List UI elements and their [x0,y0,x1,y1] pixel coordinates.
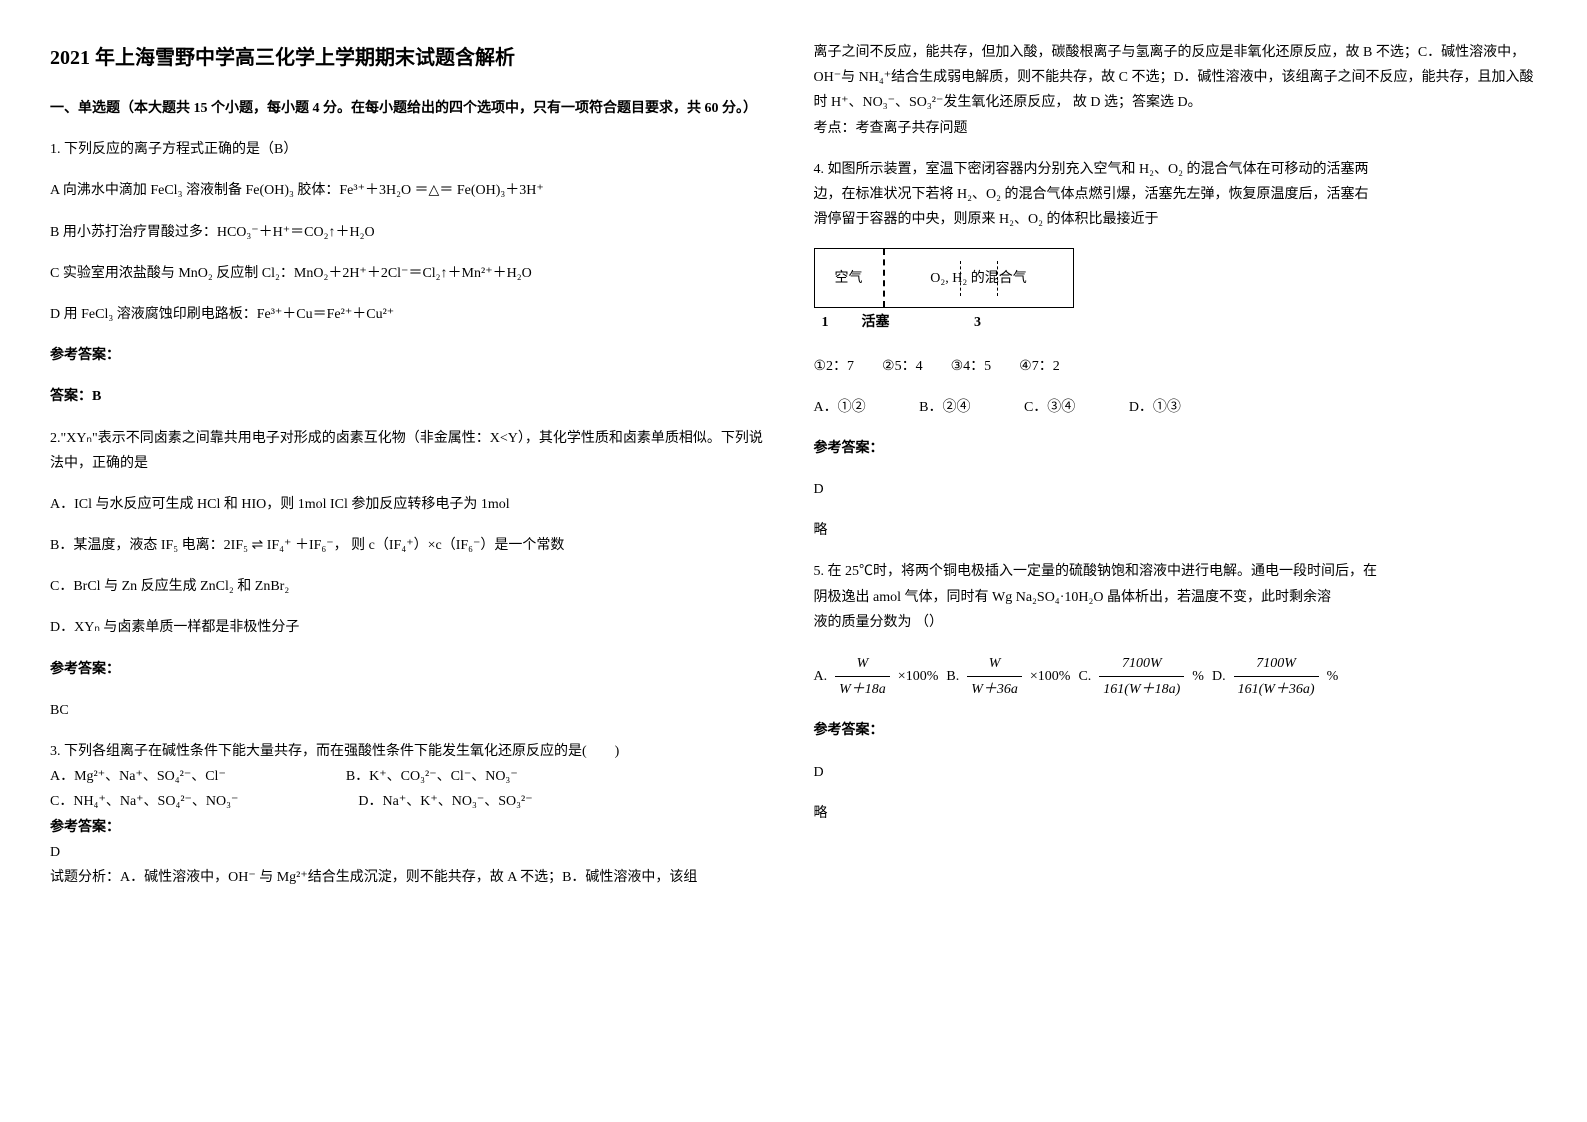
q1-answer: 答案：B [50,384,774,409]
fracC-den: 161(W＋18a) [1099,677,1184,702]
left-column: 2021 年上海雪野中学高三化学上学期期末试题含解析 一、单选题（本大题共 15… [50,40,774,1082]
fracD-num: 7100W [1234,651,1319,677]
page-title: 2021 年上海雪野中学高三化学上学期期末试题含解析 [50,40,774,76]
q3-row2: C．NH₄⁺、Na⁺、SO₄²⁻、NO₃⁻ D．Na⁺、K⁺、NO₃⁻、SO₃²… [50,789,774,814]
diagram-left-cell: 空气 [815,249,885,307]
fracB: W W＋36a [967,651,1022,702]
q4-num-opts: ①2：7 ②5：4 ③4：5 ④7：2 [814,354,1538,379]
q4-stem2: 边，在标准状况下若将 H₂、O₂ 的混合气体点燃引爆，活塞先左弹，恢复原温度后，… [814,182,1538,207]
q5-answer-label: 参考答案： [814,718,1538,743]
q3-analysis-cont: 离子之间不反应，能共存，但加入酸，碳酸根离子与氢离子的反应是非氧化还原反应，故 … [814,40,1538,116]
q5-labelA: A. [814,664,828,689]
fracB-num: W [967,651,1022,677]
q2-optB: B．某温度，液态 IF₅ 电离：2IF₅ ⇌ IF₄⁺ ＋IF₆⁻， 则 c（I… [50,533,774,558]
q5-stem3: 液的质量分数为 （） [814,610,1538,635]
q3-row1: A．Mg²⁺、Na⁺、SO₄²⁻、Cl⁻ B．K⁺、CO₃²⁻、Cl⁻、NO₃⁻ [50,764,774,789]
fracA-num: W [835,651,890,677]
diagram-label-3: 3 [890,310,1066,335]
q3-optD: D．Na⁺、K⁺、NO₃⁻、SO₃²⁻ [358,789,532,814]
dash-line-1 [960,261,961,296]
suffixC: % [1192,664,1204,689]
q1-optD: D 用 FeCl₃ 溶液腐蚀印刷电路板：Fe³⁺＋Cu＝Fe²⁺＋Cu²⁺ [50,302,774,327]
diagram-right-label: O₂, H₂ 的混合气 [930,266,1026,291]
section-header: 一、单选题（本大题共 15 个小题，每小题 4 分。在每小题给出的四个选项中，只… [50,96,774,121]
suffixA: ×100% [898,664,939,689]
q1-optA: A 向沸水中滴加 FeCl₃ 溶液制备 Fe(OH)₃ 胶体：Fe³⁺＋3H₂O… [50,178,774,203]
q3-answer: D [50,840,774,865]
q2-optC: C．BrCl 与 Zn 反应生成 ZnCl₂ 和 ZnBr₂ [50,574,774,599]
q4-choiceD: D．①③ [1129,400,1181,415]
fracD-den: 161(W＋36a) [1234,677,1319,702]
q3-kaodian: 考点：考查离子共存问题 [814,116,1538,141]
q3-stem: 3. 下列各组离子在碱性条件下能大量共存，而在强酸性条件下能发生氧化还原反应的是… [50,739,774,764]
diagram-label-piston: 活塞 [862,310,890,335]
q4-choices: A．①② B．②④ C．③④ D．①③ [814,395,1538,420]
q5-labelB: B. [946,664,959,689]
fracD: 7100W 161(W＋36a) [1234,651,1319,702]
dash-line-2 [997,261,998,296]
q5-brief: 略 [814,801,1538,826]
q4-stem1: 4. 如图所示装置，室温下密闭容器内分别充入空气和 H₂、O₂ 的混合气体在可移… [814,157,1538,182]
q3-optB: B．K⁺、CO₃²⁻、Cl⁻、NO₃⁻ [346,764,518,789]
q4-answer: D [814,477,1538,502]
q3-analysis: 试题分析：A．碱性溶液中，OH⁻ 与 Mg²⁺结合生成沉淀，则不能共存，故 A … [50,865,774,890]
q3-optC: C．NH₄⁺、Na⁺、SO₄²⁻、NO₃⁻ [50,789,238,814]
q3-optA: A．Mg²⁺、Na⁺、SO₄²⁻、Cl⁻ [50,764,226,789]
q5-stem1: 5. 在 25℃时，将两个铜电极插入一定量的硫酸钠饱和溶液中进行电解。通电一段时… [814,559,1538,584]
fracB-den: W＋36a [967,677,1022,702]
q5-stem2: 阴极逸出 amol 气体，同时有 Wg Na₂SO₄·10H₂O 晶体析出，若温… [814,585,1538,610]
q2-answer-label: 参考答案： [50,657,774,682]
q5-answer: D [814,760,1538,785]
q2-answer: BC [50,698,774,723]
q4-choiceB: B．②④ [919,400,970,415]
q4-stem3: 滑停留于容器的中央，则原来 H₂、O₂ 的体积比最接近于 [814,207,1538,232]
suffixD: % [1327,664,1339,689]
q4-brief: 略 [814,518,1538,543]
q5-options: A. W W＋18a ×100% B. W W＋36a ×100% C. 710… [814,651,1538,702]
q3-answer-label: 参考答案： [50,815,774,840]
diagram-right-cell: O₂, H₂ 的混合气 [885,249,1073,307]
q5-labelC: C. [1078,664,1091,689]
fracC-num: 7100W [1099,651,1184,677]
q4-diagram: 空气 O₂, H₂ 的混合气 1 活塞 3 [814,248,1538,337]
q1-answer-label: 参考答案： [50,343,774,368]
q5-labelD: D. [1212,664,1226,689]
q4-choiceA: A．①② [814,400,866,415]
fracA: W W＋18a [835,651,890,702]
q2-stem: 2."XYₙ"表示不同卤素之间靠共用电子对形成的卤素互化物（非金属性：X<Y），… [50,426,774,476]
q1-optC: C 实验室用浓盐酸与 MnO₂ 反应制 Cl₂：MnO₂＋2H⁺＋2Cl⁻＝Cl… [50,261,774,286]
diagram-label-1: 1 [822,310,862,335]
diagram-bottom-labels: 1 活塞 3 [814,308,1074,337]
q4-answer-label: 参考答案： [814,436,1538,461]
q2-optD: D．XYₙ 与卤素单质一样都是非极性分子 [50,615,774,640]
q4-choiceC: C．③④ [1024,400,1075,415]
q2-optA: A．ICl 与水反应可生成 HCl 和 HIO，则 1mol ICl 参加反应转… [50,492,774,517]
suffixB: ×100% [1030,664,1071,689]
right-column: 离子之间不反应，能共存，但加入酸，碳酸根离子与氢离子的反应是非氧化还原反应，故 … [814,40,1538,1082]
diagram-box: 空气 O₂, H₂ 的混合气 [814,248,1074,308]
fracA-den: W＋18a [835,677,890,702]
q1-optB: B 用小苏打治疗胃酸过多：HCO₃⁻＋H⁺＝CO₂↑＋H₂O [50,220,774,245]
fracC: 7100W 161(W＋18a) [1099,651,1184,702]
q1-stem: 1. 下列反应的离子方程式正确的是（B） [50,137,774,162]
